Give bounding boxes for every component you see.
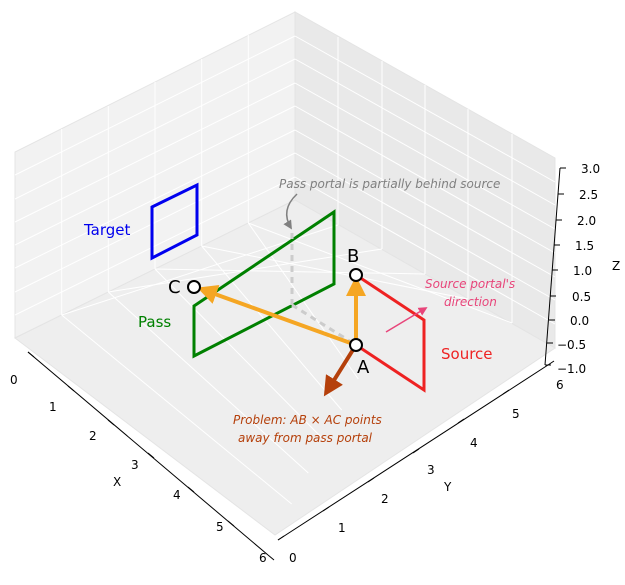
y-tick-0: 0: [289, 551, 297, 565]
z-tick-4: 1.0: [573, 264, 592, 278]
pass-behind-arrow: [283, 193, 298, 230]
point-a-marker: [349, 338, 363, 352]
z-tick-5: 1.5: [575, 239, 594, 253]
z-tick-labels: −1.0 −0.5 0.0 0.5 1.0 1.5 2.0 2.5 3.0: [557, 162, 600, 376]
x-tick-3: 3: [131, 458, 139, 472]
point-b-label: B: [347, 246, 359, 267]
z-tick-1: −0.5: [557, 338, 586, 352]
source-label: Source: [441, 345, 493, 363]
y-tick-5: 5: [512, 407, 520, 421]
x-tick-4: 4: [173, 488, 181, 502]
source-direction-arrow: [385, 307, 428, 333]
y-tick-3: 3: [427, 463, 435, 477]
y-tick-1: 1: [338, 521, 346, 535]
pass-behind-note: Pass portal is partially behind source: [279, 177, 500, 191]
source-direction-note-line2: direction: [444, 295, 497, 309]
pass-label: Pass: [138, 313, 171, 331]
target-label: Target: [83, 221, 131, 239]
vector-ac: [197, 285, 357, 347]
z-axis-line: [544, 167, 561, 366]
z-tick-0: −1.0: [557, 362, 586, 376]
grid-lines: [14, 35, 556, 505]
z-axis-ticks: [545, 167, 566, 366]
point-c-marker: [187, 280, 201, 294]
x-axis-ticks: [27, 351, 275, 561]
y-tick-2: 2: [381, 492, 389, 506]
hidden-edges: [290, 233, 357, 347]
z-tick-6: 2.0: [577, 214, 596, 228]
point-b-marker: [349, 268, 363, 282]
problem-note-line2: away from pass portal: [238, 431, 373, 445]
z-tick-7: 2.5: [579, 188, 598, 202]
cross-product-vector: [323, 343, 358, 397]
point-c-label: C: [168, 277, 181, 298]
z-tick-2: 0.0: [570, 314, 589, 328]
y-tick-6: 6: [556, 378, 564, 392]
y-tick-labels: 0 1 2 3 4 5 6: [289, 378, 564, 565]
x-axis-label: X: [113, 475, 121, 489]
axes-panes: [14, 11, 556, 536]
source-direction-note-line1: Source portal's: [425, 277, 515, 291]
x-tick-0: 0: [10, 373, 18, 387]
x-tick-6: 6: [259, 551, 267, 565]
pass-portal: [192, 209, 336, 359]
y-axis-label: Y: [443, 480, 452, 494]
x-tick-labels: 0 1 2 3 4 5 6: [10, 373, 267, 565]
z-tick-8: 3.0: [581, 162, 600, 176]
y-tick-4: 4: [470, 436, 478, 450]
x-tick-2: 2: [89, 429, 97, 443]
z-tick-3: 0.5: [572, 290, 591, 304]
y-axis-ticks: [277, 360, 555, 541]
problem-note-line1: Problem: AB × AC points: [233, 413, 382, 427]
point-a-label: A: [357, 357, 370, 378]
x-tick-5: 5: [216, 520, 224, 534]
x-tick-1: 1: [49, 400, 57, 414]
target-portal: [150, 182, 199, 261]
z-axis-label: Z: [612, 259, 620, 273]
